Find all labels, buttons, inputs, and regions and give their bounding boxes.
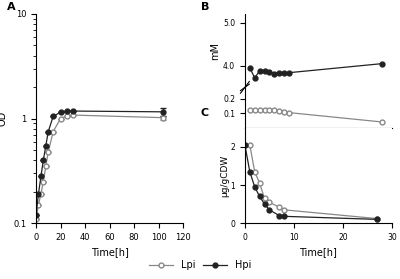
Y-axis label: μg/gCDW: μg/gCDW bbox=[220, 154, 229, 197]
Legend: Lpi, Hpi: Lpi, Hpi bbox=[145, 256, 255, 274]
Text: B: B bbox=[201, 2, 209, 12]
Text: A: A bbox=[6, 2, 15, 12]
Y-axis label: OD: OD bbox=[0, 111, 8, 126]
Y-axis label: mM: mM bbox=[210, 42, 220, 60]
X-axis label: Time[h]: Time[h] bbox=[91, 247, 128, 258]
X-axis label: Time[h]: Time[h] bbox=[300, 247, 337, 258]
Text: C: C bbox=[201, 108, 209, 118]
